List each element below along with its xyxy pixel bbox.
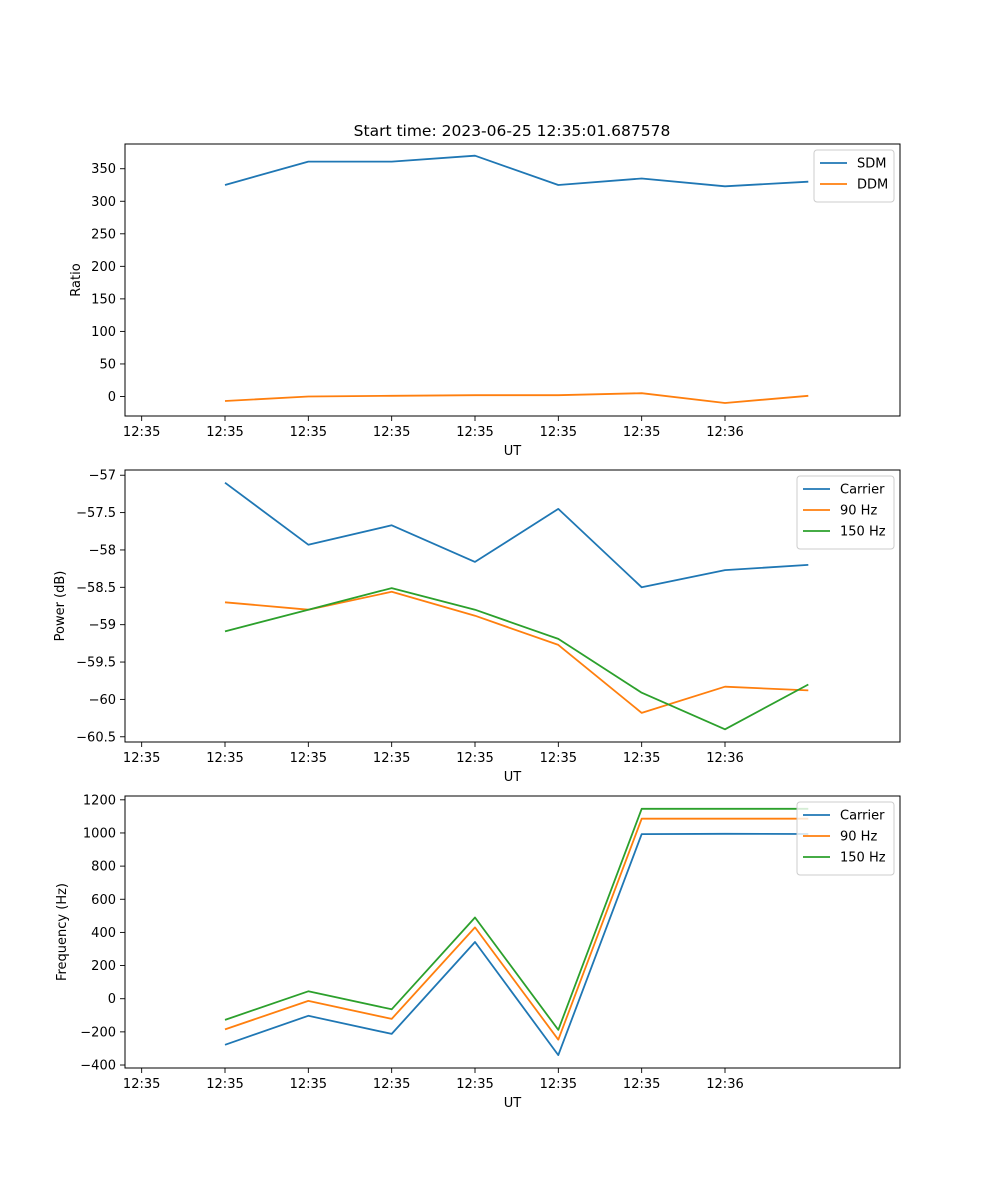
x-tick-label: 12:35 bbox=[123, 1077, 160, 1092]
power-panel: −57 −57.5 −58 −58.5 −59 −59.5 −60 −60.5 12:35 12:… bbox=[53, 469, 901, 785]
y-tick-label: 400 bbox=[91, 926, 116, 941]
x-axis-label: UT bbox=[504, 444, 522, 459]
series-line-150-hz bbox=[224, 807, 809, 1031]
y-tick-label: 100 bbox=[91, 325, 116, 340]
y-tick-label: 600 bbox=[91, 893, 116, 908]
legend-label: 150 Hz bbox=[840, 525, 886, 540]
x-tick-label: 12:35 bbox=[290, 425, 327, 440]
x-tick-label: 12:36 bbox=[706, 751, 743, 766]
y-tick-label: −57 bbox=[89, 469, 116, 484]
ratio-panel: 0 50 100 150 200 250 300 350 12:35 12:35 12:35 12:3… bbox=[69, 143, 901, 459]
x-tick-label: 12:35 bbox=[123, 425, 160, 440]
x-tick-label: 12:35 bbox=[456, 1077, 493, 1092]
x-tick-label: 12:36 bbox=[706, 1077, 743, 1092]
x-tick-label: 12:35 bbox=[623, 751, 660, 766]
x-tick-label: 12:35 bbox=[623, 425, 660, 440]
y-tick-label: 200 bbox=[91, 959, 116, 974]
series-line-90-hz bbox=[224, 817, 809, 1041]
series-line-150-hz bbox=[224, 587, 809, 731]
legend-label: DDM bbox=[857, 178, 888, 193]
plot-frame bbox=[124, 143, 901, 417]
series-line-carrier bbox=[224, 481, 809, 589]
legend-label: SDM bbox=[857, 157, 886, 172]
y-tick-label: −59 bbox=[89, 618, 116, 633]
y-tick-label: 250 bbox=[91, 227, 116, 242]
y-tick-label: 1200 bbox=[83, 793, 116, 808]
legend-label: 90 Hz bbox=[840, 504, 877, 519]
y-tick-label: 50 bbox=[99, 357, 116, 372]
y-tick-label: −59.5 bbox=[76, 656, 116, 671]
y-tick-label: 300 bbox=[91, 195, 116, 210]
y-tick-label: 200 bbox=[91, 260, 116, 275]
x-tick-label: 12:35 bbox=[456, 751, 493, 766]
y-tick-label: 0 bbox=[108, 992, 116, 1007]
x-tick-label: 12:35 bbox=[290, 1077, 327, 1092]
figure-title: Start time: 2023-06-25 12:35:01.687578 bbox=[354, 122, 671, 140]
y-tick-label: −58 bbox=[89, 543, 116, 558]
y-tick-label: 1000 bbox=[83, 826, 116, 841]
y-tick-label: 0 bbox=[108, 390, 116, 405]
x-tick-label: 12:35 bbox=[540, 425, 577, 440]
y-tick-label: −58.5 bbox=[76, 581, 116, 596]
legend-label: Carrier bbox=[840, 809, 885, 824]
plot-frame bbox=[124, 469, 901, 743]
x-tick-label: 12:36 bbox=[706, 425, 743, 440]
x-axis-label: UT bbox=[504, 770, 522, 785]
x-tick-label: 12:35 bbox=[290, 751, 327, 766]
legend-label: Carrier bbox=[840, 483, 885, 498]
x-tick-label: 12:35 bbox=[206, 751, 243, 766]
x-axis-label: UT bbox=[504, 1096, 522, 1111]
y-axis-label: Ratio bbox=[69, 263, 84, 296]
y-tick-label: 150 bbox=[91, 292, 116, 307]
x-tick-label: 12:35 bbox=[540, 751, 577, 766]
series-line-90-hz bbox=[224, 590, 809, 714]
frequency-panel: −400 −200 0 200 400 600 800 1000 1200 12:35 12:35 1… bbox=[55, 793, 901, 1111]
legend-label: 90 Hz bbox=[840, 830, 877, 845]
legend-label: 150 Hz bbox=[840, 851, 886, 866]
y-axis-label: Power (dB) bbox=[53, 571, 68, 642]
series-line-sdm bbox=[224, 154, 809, 188]
y-tick-label: −200 bbox=[80, 1025, 116, 1040]
x-tick-label: 12:35 bbox=[373, 751, 410, 766]
x-tick-label: 12:35 bbox=[623, 1077, 660, 1092]
x-tick-label: 12:35 bbox=[373, 1077, 410, 1092]
x-tick-label: 12:35 bbox=[373, 425, 410, 440]
y-tick-label: 350 bbox=[91, 162, 116, 177]
x-tick-label: 12:35 bbox=[206, 425, 243, 440]
y-tick-label: −60 bbox=[89, 693, 116, 708]
x-tick-label: 12:35 bbox=[206, 1077, 243, 1092]
y-tick-label: −400 bbox=[80, 1059, 116, 1074]
x-tick-label: 12:35 bbox=[540, 1077, 577, 1092]
y-axis-label: Frequency (Hz) bbox=[55, 883, 70, 981]
x-tick-label: 12:35 bbox=[456, 425, 493, 440]
y-tick-label: 800 bbox=[91, 860, 116, 875]
series-line-carrier bbox=[224, 832, 809, 1056]
y-tick-label: −57.5 bbox=[76, 506, 116, 521]
y-tick-label: −60.5 bbox=[76, 730, 116, 745]
series-line-ddm bbox=[224, 392, 809, 404]
plot-frame bbox=[124, 795, 901, 1069]
x-tick-label: 12:35 bbox=[123, 751, 160, 766]
